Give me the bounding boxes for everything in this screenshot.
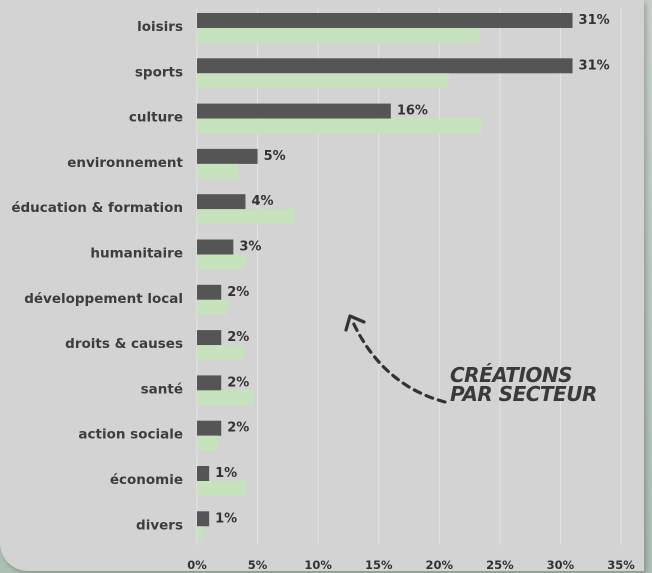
bar-series-2 [197,299,228,315]
x-tick-label: 35% [607,558,635,572]
category-label: économie [110,472,183,488]
chart-annotation: CRÉATIONS PAR SECTEUR [450,363,620,406]
bar-series-2 [197,73,449,89]
annotation-line-2: PAR SECTEUR [450,382,597,406]
category-label: humanitaire [90,246,183,262]
category-label: sports [135,64,183,80]
bar-series-1 [197,148,258,164]
bar-value-label: 1% [215,511,237,526]
bar-value-label: 31% [579,58,610,73]
bar-series-2 [197,390,254,406]
x-tick-label: 15% [365,558,393,572]
category-label: action sociale [78,427,183,443]
bar-series-2 [197,526,204,542]
x-tick-label: 20% [426,558,454,572]
bar-series-1 [197,330,222,346]
bar-series-2 [197,345,245,361]
bar-series-2 [197,163,239,179]
x-tick-label: 0% [187,558,207,572]
category-label: droits & causes [65,336,183,352]
x-axis-ticks: 0% 5% 10% 15% 20% 25% 30% 35% [187,558,635,572]
category-label: développement local [24,291,183,307]
bar-value-label: 2% [227,375,249,390]
bar-series-1 [197,103,391,119]
bar-series-2 [197,435,218,451]
bar-series-1 [197,194,246,210]
bar-value-label: 4% [251,194,273,209]
bar-series-2 [197,481,246,496]
bar-series-1 [197,239,234,255]
category-label: éducation & formation [11,200,183,216]
curved-arrow-icon [344,314,447,404]
bar-value-label: 5% [264,149,286,164]
bar-value-label: 1% [215,466,237,481]
bar-series-1 [197,13,573,28]
x-tick-label: 25% [486,558,514,572]
bar-value-label: 3% [239,240,261,255]
category-label: environnement [67,155,183,171]
annotation-line-1: CRÉATIONS [450,363,573,387]
bar-value-label: 2% [227,330,249,345]
bar-series-1 [197,58,573,74]
x-tick-label: 30% [547,558,575,572]
category-label: culture [129,110,183,126]
bar-value-label: 31% [579,13,610,28]
x-tick-label: 10% [304,558,332,572]
bars: 31% 31% 16% 5% 4% 3% 2% 2% 2% 2% 1% 1% [197,13,610,542]
bar-value-label: 2% [227,421,249,436]
x-tick-label: 5% [248,558,268,572]
bar-series-1 [197,375,222,391]
bar-series-2 [197,28,480,43]
category-label: loisirs [137,19,183,35]
bar-series-2 [197,118,482,134]
bar-value-label: 2% [227,285,249,300]
bar-series-1 [197,420,222,436]
bar-series-1 [197,511,210,527]
bar-series-1 [197,466,210,481]
category-label: santé [141,381,183,397]
bar-series-1 [197,284,222,300]
category-labels: loisirs sports culture environnement éducati… [11,19,183,533]
grid-lines [196,8,622,545]
bar-series-2 [197,254,246,270]
bar-series-2 [197,209,294,225]
category-label: divers [136,517,183,533]
bar-value-label: 16% [397,104,428,119]
